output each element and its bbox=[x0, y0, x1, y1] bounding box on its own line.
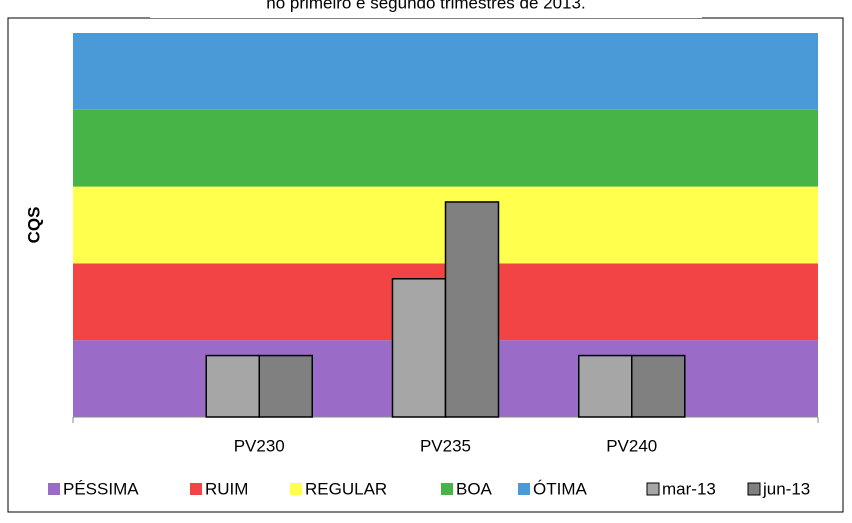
bar bbox=[578, 354, 633, 418]
bar bbox=[631, 354, 686, 418]
legend-swatch bbox=[646, 482, 660, 496]
legend-label: RUIM bbox=[205, 479, 248, 498]
legend-label: mar-13 bbox=[662, 479, 716, 498]
legend-swatch bbox=[747, 482, 761, 496]
chart-title: no primeiro e segundo trimestres de 2013… bbox=[266, 0, 585, 12]
rating-band bbox=[73, 109, 818, 187]
x-tick-label: PV230 bbox=[234, 436, 285, 455]
rating-band bbox=[73, 33, 818, 110]
legend-label: REGULAR bbox=[305, 479, 387, 498]
legend-label: PÉSSIMA bbox=[63, 479, 139, 498]
bar bbox=[258, 354, 313, 418]
title-backdrop bbox=[150, 0, 702, 18]
legend-label: BOA bbox=[456, 479, 493, 498]
bar bbox=[205, 354, 260, 418]
legend-swatch bbox=[518, 483, 530, 495]
x-tick-label: PV240 bbox=[606, 436, 657, 455]
bar bbox=[444, 201, 500, 418]
x-tick-label: PV235 bbox=[420, 436, 471, 455]
legend-label: jun-13 bbox=[762, 479, 810, 498]
legend-swatch bbox=[190, 483, 202, 495]
y-axis-label: CQS bbox=[24, 207, 43, 244]
legend-swatch bbox=[441, 483, 453, 495]
legend-label: ÓTIMA bbox=[533, 479, 587, 498]
legend-swatch bbox=[290, 483, 302, 495]
legend-swatch bbox=[48, 483, 60, 495]
bar bbox=[391, 278, 447, 418]
